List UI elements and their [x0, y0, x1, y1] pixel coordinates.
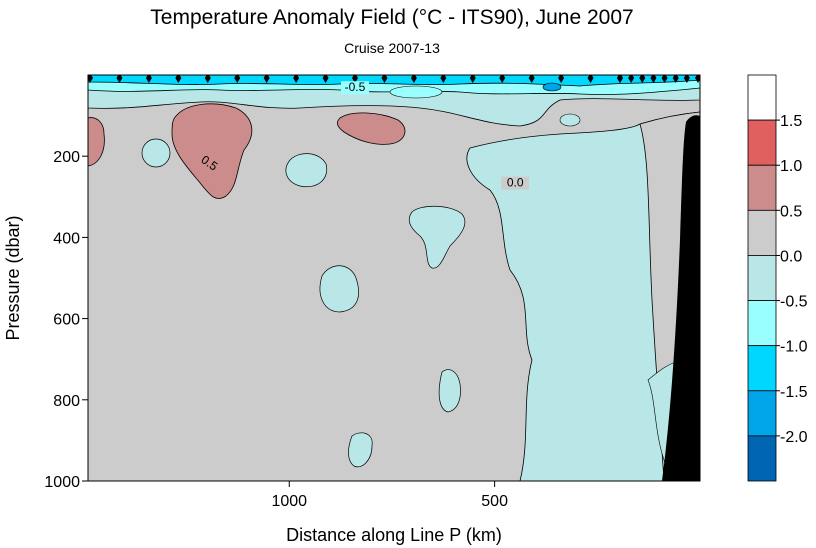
x-axis-ticks: 1000 500: [271, 481, 508, 510]
station-marker-17: [587, 75, 594, 83]
x-tick-label-1: 500: [481, 493, 508, 510]
chart-subtitle: Cruise 2007-13: [344, 40, 440, 56]
station-marker-4: [204, 75, 211, 83]
y-tick-label-2: 600: [53, 312, 80, 329]
station-marker-24: [672, 75, 679, 83]
station-marker-23: [661, 75, 668, 83]
station-marker-20: [628, 75, 635, 83]
colorbar-swatch-1: [747, 119, 777, 166]
warm-patch-west: [88, 117, 105, 167]
patch-cyan-7: [559, 113, 581, 127]
station-marker-2: [145, 75, 152, 83]
station-marker-21: [639, 75, 646, 83]
colorbar-label-7: -2.0: [780, 429, 808, 446]
colorbar-label-4: -0.5: [780, 294, 808, 311]
station-marker-1: [116, 75, 123, 83]
colorbar-label-2: 0.5: [780, 203, 802, 220]
station-marker-3: [175, 75, 182, 83]
station-marker-19: [617, 75, 623, 83]
surface-cold-spot: [542, 82, 562, 92]
station-marker-7: [293, 75, 300, 83]
patch-cyan-1: [141, 138, 171, 168]
colorbar-label-5: -1.0: [780, 339, 808, 356]
contour-labels: -0.50.50.0: [193, 80, 530, 190]
station-marker-8: [322, 75, 329, 83]
contour-label-bg-0: [340, 81, 369, 95]
colorbar-swatch-5: [747, 300, 777, 347]
colorbar-swatch-2: [747, 164, 777, 211]
station-marker-5: [234, 75, 241, 83]
patch-cyan-2: [285, 153, 328, 188]
colorbar-label-6: -1.5: [780, 384, 808, 401]
contour-label-0: -0.5: [345, 80, 366, 94]
colorbar-swatch-8: [747, 435, 777, 482]
colorbar-label-3: 0.0: [780, 248, 802, 265]
warm-patch-east: [336, 112, 406, 145]
y-tick-label-4: 1000: [44, 474, 80, 491]
colorbar-swatch-4: [747, 255, 777, 301]
colorbar-swatch-7: [747, 390, 777, 437]
station-marker-10: [381, 75, 388, 83]
y-axis-label: Pressure (dbar): [3, 215, 23, 340]
deep-minus05-to-0-tongue: [466, 111, 700, 481]
x-tick-label-0: 1000: [271, 493, 307, 510]
patch-cyan-4: [408, 205, 466, 269]
station-marker-22: [650, 75, 657, 83]
y-tick-label-1: 400: [53, 230, 80, 247]
continental-slope: [662, 115, 700, 481]
station-marker-26: [695, 75, 700, 83]
colorbar-label-0: 1.5: [780, 113, 802, 130]
colorbar-swatch-6: [747, 345, 777, 392]
station-marker-16: [558, 75, 565, 83]
plot-area: -0.50.50.0: [88, 75, 700, 481]
patch-cyan-5: [438, 369, 461, 413]
contour-label-bg-2: [501, 176, 530, 190]
y-tick-label-0: 200: [53, 149, 80, 166]
colorbar-label-1: 1.0: [780, 158, 802, 175]
chart-title: Temperature Anomaly Field (°C - ITS90), …: [150, 6, 633, 29]
patch-cyan-3: [319, 265, 359, 313]
surface-minus05-patch: [389, 85, 443, 99]
station-marker-12: [440, 75, 447, 83]
station-marker-0: [88, 75, 93, 83]
station-marker-14: [499, 75, 506, 83]
colorbar-swatch-3: [747, 209, 777, 256]
station-marker-6: [263, 75, 270, 83]
plot-frame: [87, 74, 701, 482]
surface-layer-below-minus1: [88, 75, 700, 87]
station-marker-15: [528, 75, 535, 83]
colorbar-swatch-0: [747, 74, 777, 121]
colorbar: 1.5 1.0 0.5 0.0 -0.5 -1.0 -1.5 -2.0: [747, 74, 808, 482]
y-tick-label-3: 800: [53, 393, 80, 410]
station-marker-11: [410, 75, 417, 83]
y-axis-ticks: 200 400 600 800 1000: [44, 149, 88, 491]
contour-label-2: 0.0: [507, 176, 524, 190]
patch-cyan-6: [348, 432, 373, 468]
station-marker-25: [683, 75, 690, 83]
warm-patch-central: [171, 103, 253, 199]
station-marker-13: [469, 75, 476, 83]
station-markers: [88, 75, 700, 83]
x-axis-label: Distance along Line P (km): [286, 525, 502, 545]
station-marker-9: [352, 75, 358, 83]
contour-label-bg-1: [193, 156, 222, 170]
